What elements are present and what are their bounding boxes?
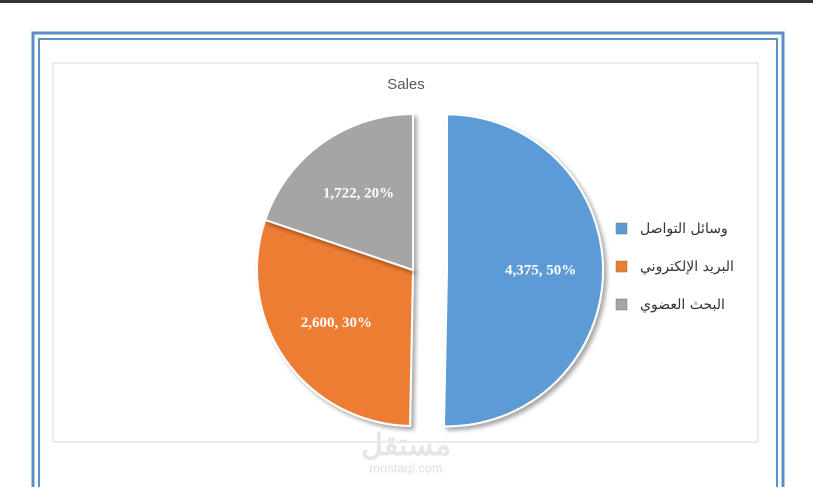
- legend-swatch: [615, 260, 628, 273]
- legend: وسائل التواصل البريد الإلكتروني البحث العض…: [615, 221, 734, 313]
- pie-slice: [263, 112, 414, 272]
- data-label: 4,375, 50%: [505, 263, 576, 279]
- legend-label: البحث العضوي: [640, 297, 725, 313]
- legend-label: البريد الإلكتروني: [640, 259, 734, 275]
- legend-label: وسائل التواصل: [640, 221, 728, 237]
- pie: 4,375, 50% 2,600, 30% 1,722, 20%: [256, 112, 604, 428]
- frame-inner: [38, 38, 778, 492]
- legend-swatch: [615, 298, 628, 311]
- frame-outer: [31, 31, 785, 492]
- data-label: 1,722, 20%: [323, 185, 394, 201]
- chart-title: Sales: [387, 76, 425, 93]
- legend-swatch: [615, 222, 628, 235]
- pie-slice: [442, 113, 604, 428]
- pie-slice: [256, 218, 415, 427]
- top-bar: [0, 0, 813, 3]
- watermark: mostaqi.com: [369, 460, 443, 475]
- data-label: 2,600, 30%: [301, 315, 372, 331]
- watermark: مستقل: [361, 429, 451, 462]
